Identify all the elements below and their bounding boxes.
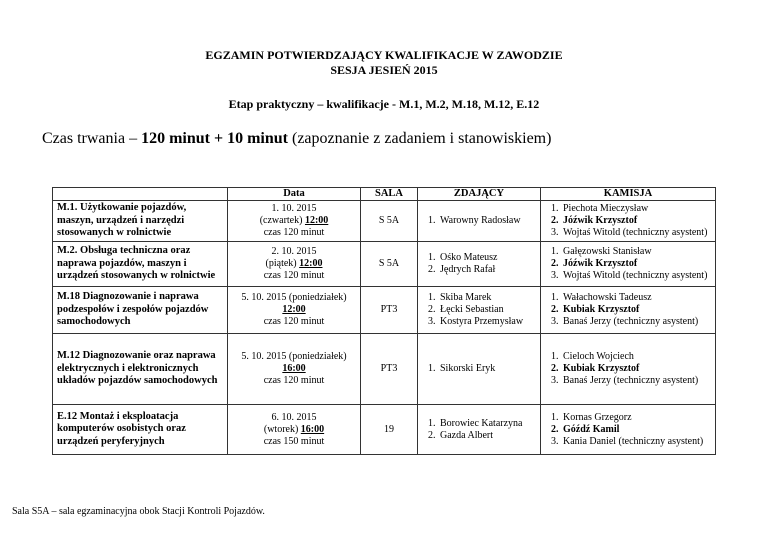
candidates-cell: Sikorski Eryk xyxy=(417,333,541,405)
time: 16:00 xyxy=(300,423,325,435)
table-header: Data SALA ZDAJĄCY KAMISJA xyxy=(52,187,716,201)
weekday: (wtorek) xyxy=(263,423,301,435)
subject-cell: M.12 Diagnozowanie oraz naprawa elektryc… xyxy=(52,333,228,405)
commission-member: Wałachowski Tadeusz xyxy=(561,292,711,304)
candidates-cell: Warowny Radosław xyxy=(417,200,541,242)
candidates-cell: Borowiec KatarzynaGazda Albert xyxy=(417,404,541,455)
candidate: Ośko Mateusz xyxy=(438,252,536,264)
weekday: (piątek) xyxy=(265,258,300,269)
date: 2. 10. 2015 xyxy=(271,246,317,257)
candidates-cell: Skiba MarekŁęcki SebastianKostyra Przemy… xyxy=(417,286,541,334)
date: 5. 10. 2015 (poniedziałek) xyxy=(241,292,347,303)
date-cell: 5. 10. 2015 (poniedziałek) 16:00 czas 120 … xyxy=(227,333,361,405)
candidates-cell: Ośko MateuszJędrych Rafał xyxy=(417,241,541,287)
stage-heading: Etap praktyczny – kwalifikacje - M.1, M.… xyxy=(228,97,540,111)
duration-value: 120 minut + 10 minut xyxy=(141,130,288,147)
footer-note: Sala S5A – sala egzaminacyjna obok Stacj… xyxy=(12,506,265,517)
time: 16:00 xyxy=(282,363,306,374)
column-header: ZDAJĄCY xyxy=(417,187,541,201)
exam-length: czas 120 minut xyxy=(263,270,325,281)
date: 6. 10. 2015 xyxy=(271,411,317,423)
commission-member: Banaś Jerzy (techniczny asystent) xyxy=(561,375,711,387)
duration-line: Czas trwania – 120 minut + 10 minut (zap… xyxy=(42,130,551,148)
candidate: Kostyra Przemysław xyxy=(438,316,536,328)
table-row: M.2. Obsługa techniczna oraz naprawa poj… xyxy=(52,241,716,287)
date-cell: 6. 10. 2015 (wtorek) 16:00 czas 150 minut xyxy=(227,404,361,455)
commission-member: Wojtaś Witold (techniczny asystent) xyxy=(561,227,711,239)
candidate: Łęcki Sebastian xyxy=(438,304,536,316)
column-header: KAMISJA xyxy=(540,187,716,201)
time: 12:00 xyxy=(299,258,323,269)
commission-cell: Piechota MieczysławJóźwik KrzysztofWojta… xyxy=(540,200,716,242)
title-line-2: SESJA JESIEŃ 2015 xyxy=(330,63,438,77)
date-cell: 2. 10. 2015 (piątek) 12:00 czas 120 minut xyxy=(227,241,361,287)
weekday: (czwartek) xyxy=(259,215,305,226)
commission-member: Kornas Grzegorz xyxy=(561,412,711,424)
time: 12:00 xyxy=(304,215,329,226)
schedule-table: Data SALA ZDAJĄCY KAMISJA M.1. Użytkowanie … xyxy=(52,187,716,455)
room-cell: PT3 xyxy=(360,286,418,334)
subject-cell: M.1. Użytkowanie pojazdów, maszyn, urząd… xyxy=(52,200,228,242)
commission-member: Cieloch Wojciech xyxy=(561,351,711,363)
exam-length: czas 150 minut xyxy=(263,435,325,447)
table-row: M.1. Użytkowanie pojazdów, maszyn, urząd… xyxy=(52,200,716,242)
column-header: SALA xyxy=(360,187,418,201)
commission-cell: Wałachowski TadeuszKubiak KrzysztofBanaś… xyxy=(540,286,716,334)
candidate: Warowny Radosław xyxy=(438,215,536,227)
room-cell: S 5A xyxy=(360,200,418,242)
column-header: Data xyxy=(227,187,361,201)
candidate: Gazda Albert xyxy=(438,430,536,442)
candidate: Borowiec Katarzyna xyxy=(438,418,536,430)
commission-member: Jóźwik Krzysztof xyxy=(561,215,711,227)
exam-length: czas 120 minut xyxy=(263,375,325,386)
date: 5. 10. 2015 (poniedziałek) xyxy=(241,351,347,362)
candidate: Jędrych Rafał xyxy=(438,264,536,276)
commission-member: Jóźwik Krzysztof xyxy=(561,258,711,270)
commission-member: Banaś Jerzy (techniczny asystent) xyxy=(561,316,711,328)
table-row: M.12 Diagnozowanie oraz naprawa elektryc… xyxy=(52,333,716,405)
duration-suffix: (zapoznanie z zadaniem i stanowiskiem) xyxy=(288,130,552,147)
date-cell: 5. 10. 2015 (poniedziałek) 12:00 czas 120 … xyxy=(227,286,361,334)
candidate: Sikorski Eryk xyxy=(438,363,536,375)
room-cell: S 5A xyxy=(360,241,418,287)
room-cell: PT3 xyxy=(360,333,418,405)
duration-prefix: Czas trwania – xyxy=(42,130,142,147)
table-row: M.18 Diagnozowanie i naprawa podzespołów… xyxy=(52,286,716,334)
time: 12:00 xyxy=(282,304,306,315)
commission-member: Kania Daniel (techniczny asystent) xyxy=(561,436,711,448)
subject-cell: M.2. Obsługa techniczna oraz naprawa poj… xyxy=(52,241,228,287)
subject-cell: E.12 Montaż i eksploatacja komputerów os… xyxy=(52,404,228,455)
exam-length: czas 120 minut xyxy=(263,316,325,327)
commission-member: Góźdź Kamil xyxy=(561,424,711,436)
commission-member: Kubiak Krzysztof xyxy=(561,363,711,375)
commission-cell: Kornas GrzegorzGóźdź KamilKania Daniel (… xyxy=(540,404,716,455)
commission-cell: Gałęzowski StanisławJóźwik KrzysztofWojt… xyxy=(540,241,716,287)
commission-cell: Cieloch WojciechKubiak KrzysztofBanaś Je… xyxy=(540,333,716,405)
subject-cell: M.18 Diagnozowanie i naprawa podzespołów… xyxy=(52,286,228,334)
table-row: E.12 Montaż i eksploatacja komputerów os… xyxy=(52,404,716,455)
date: 1. 10. 2015 xyxy=(271,203,317,214)
candidate: Skiba Marek xyxy=(438,292,536,304)
commission-member: Piechota Mieczysław xyxy=(561,203,711,215)
commission-member: Wojtaś Witold (techniczny asystent) xyxy=(561,270,711,282)
column-header xyxy=(52,187,228,201)
date-cell: 1. 10. 2015 (czwartek) 12:00 czas 120 minu… xyxy=(227,200,361,242)
commission-member: Kubiak Krzysztof xyxy=(561,304,711,316)
room-cell: 19 xyxy=(360,404,418,455)
title-line-1: EGZAMIN POTWIERDZAJĄCY KWALIFIKACJE W ZA… xyxy=(205,48,563,62)
exam-length: czas 120 minut xyxy=(263,227,325,238)
commission-member: Gałęzowski Stanisław xyxy=(561,246,711,258)
